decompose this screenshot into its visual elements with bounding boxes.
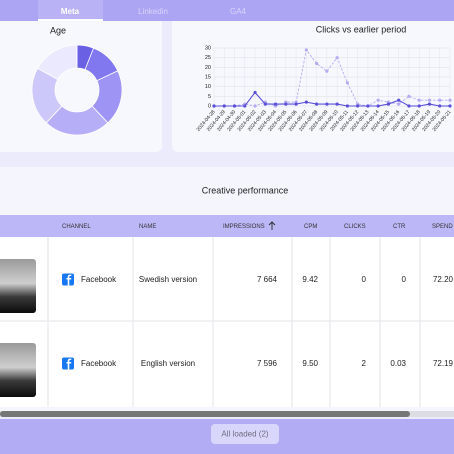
series-point: [345, 81, 349, 85]
series-point: [356, 104, 360, 108]
column-header: NAME: [139, 224, 156, 230]
series-point: [325, 69, 329, 73]
column-header: SPEND: [432, 224, 453, 230]
series-point: [376, 98, 380, 102]
series-point: [335, 102, 339, 106]
y-tick-label: 30: [205, 45, 211, 51]
series-point: [325, 102, 329, 106]
active-tab-bg[interactable]: [38, 0, 103, 21]
column-header: CTR: [393, 224, 406, 230]
column-header: CHANNEL: [62, 224, 91, 230]
clicks-card: [172, 12, 454, 152]
series-point: [366, 104, 370, 108]
table-header: [0, 215, 454, 237]
load-button[interactable]: [211, 424, 279, 444]
series-point: [417, 104, 421, 108]
cell: Facebook: [81, 275, 117, 284]
series-line: [214, 48, 450, 107]
table-body: [0, 237, 454, 407]
series-point: [427, 98, 432, 102]
column-header: CPM: [304, 224, 317, 230]
series-point: [438, 104, 442, 108]
series-point: [212, 104, 216, 108]
table-title: Creative performance: [202, 185, 289, 195]
series-point: [253, 90, 257, 95]
cell: 7 664: [257, 275, 278, 284]
series-point: [315, 61, 319, 66]
series-point: [448, 98, 452, 102]
series-point: [376, 104, 380, 108]
cell: 2: [362, 359, 367, 368]
series-point: [345, 104, 349, 108]
facebook-logo: [66, 358, 72, 370]
series-point: [448, 104, 452, 108]
tab[interactable]: Meta: [61, 7, 80, 16]
series-point: [407, 94, 411, 98]
scroll-thumb[interactable]: [0, 411, 410, 417]
series-point: [397, 102, 401, 106]
cell: 9.50: [302, 359, 318, 368]
series-point: [304, 48, 308, 52]
chart-title: Age: [50, 25, 66, 35]
tab[interactable]: Linkedin: [138, 7, 168, 16]
column-header: CLICKS: [344, 224, 366, 230]
tab-bar: [0, 0, 454, 21]
series-point: [438, 98, 442, 102]
cell: 0: [402, 275, 407, 284]
cell: 0.03: [390, 359, 406, 368]
series-point: [243, 104, 247, 108]
thumbnail: [0, 343, 36, 397]
column-header[interactable]: IMPRESSIONS: [223, 224, 265, 230]
series-point: [417, 98, 421, 102]
cell: 9.42: [302, 275, 318, 284]
cell: Facebook: [81, 359, 117, 368]
series-point: [397, 98, 401, 102]
series-point: [284, 102, 288, 106]
load-button-label[interactable]: All loaded (2): [221, 430, 268, 439]
y-tick-label: 15: [205, 74, 211, 80]
cell: Swedish version: [139, 275, 197, 284]
pie-slice: [37, 44, 78, 80]
y-tick-label: 0: [208, 103, 211, 109]
series-point: [232, 104, 237, 108]
cell: 72.20: [433, 275, 454, 284]
chart-title: Clicks vs earlier period: [316, 24, 407, 34]
series-point: [222, 104, 226, 108]
series-line: [214, 91, 450, 107]
y-tick-label: 20: [205, 65, 211, 71]
series-point: [386, 102, 391, 106]
series-point: [273, 102, 278, 106]
cell: 0: [362, 275, 367, 284]
y-tick-label: 5: [208, 94, 211, 100]
series-point: [315, 102, 319, 106]
series-point: [263, 102, 267, 106]
column-dividers: [47, 237, 421, 407]
series-point: [335, 56, 339, 60]
cell: 72.19: [433, 359, 454, 368]
series-point: [304, 100, 308, 104]
series-point: [294, 102, 298, 106]
series-point: [253, 104, 257, 108]
series-point: [427, 102, 432, 106]
y-tick-label: 10: [205, 84, 211, 90]
thumbnail: [0, 259, 36, 313]
cell: English version: [141, 359, 195, 368]
sort-arrow[interactable]: [268, 221, 276, 230]
facebook-logo: [66, 274, 72, 286]
series-point: [407, 104, 411, 108]
y-tick-label: 25: [205, 55, 211, 61]
active-tab-underline: [38, 19, 103, 21]
tab[interactable]: GA4: [230, 7, 247, 16]
cell: 7 596: [257, 359, 278, 368]
